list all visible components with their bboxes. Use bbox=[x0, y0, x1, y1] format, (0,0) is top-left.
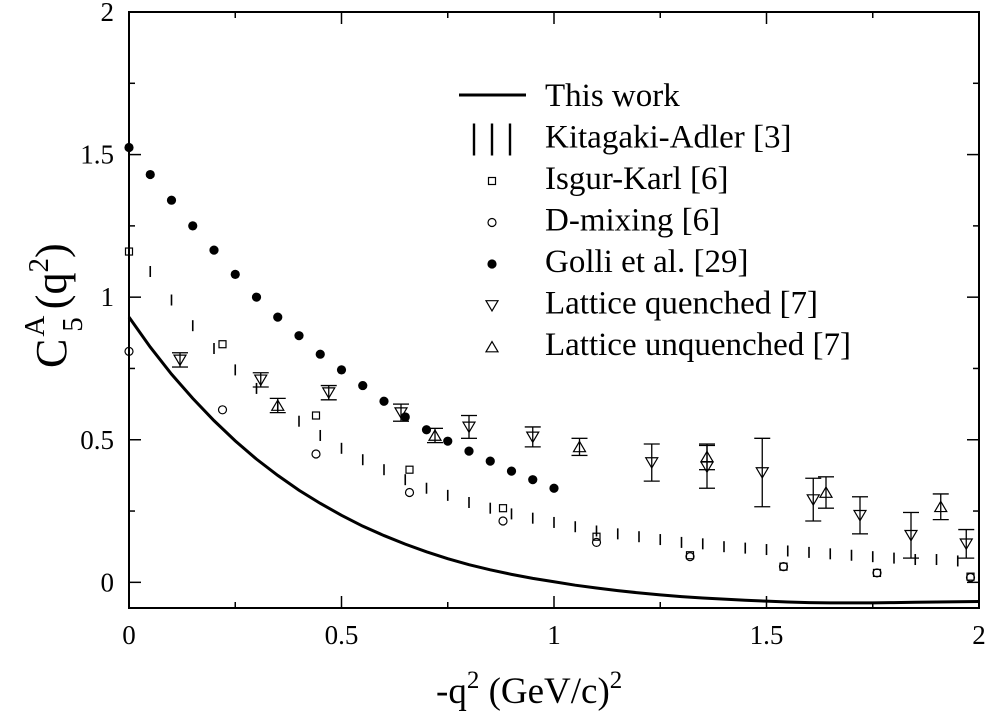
data-point-filled-circle bbox=[336, 365, 347, 375]
data-point-square bbox=[592, 532, 601, 541]
legend-label: Kitagaki-Adler [3] bbox=[545, 120, 792, 156]
legend-label: Isgur-Karl [6] bbox=[545, 161, 729, 197]
data-point-circle bbox=[124, 346, 134, 356]
series-golli-et-al- bbox=[124, 142, 559, 493]
legend-label: Lattice quenched [7] bbox=[545, 286, 818, 322]
data-point-triangle-down bbox=[806, 494, 821, 507]
data-point-circle bbox=[591, 537, 602, 548]
svg-text:CA5(q2): CA 5(q2) bbox=[19, 243, 89, 368]
data-point-filled-circle bbox=[251, 292, 262, 302]
data-point-circle bbox=[311, 449, 321, 459]
data-point-filled-circle bbox=[124, 142, 134, 153]
series-lattice-unquenched bbox=[269, 397, 949, 521]
legend-item: This work bbox=[459, 78, 680, 114]
data-point-filled-circle bbox=[209, 245, 219, 255]
series-d-mixing bbox=[124, 346, 976, 583]
x-tick-label: 2 bbox=[972, 620, 986, 650]
legend-item: Kitagaki-Adler [3] bbox=[472, 120, 792, 156]
legend-label: Lattice unquenched [7] bbox=[545, 327, 851, 363]
data-point-triangle-up bbox=[572, 440, 587, 453]
data-point-triangle-down bbox=[393, 407, 409, 420]
data-point-triangle-up bbox=[933, 500, 948, 513]
series-kitagaki-adler bbox=[128, 234, 980, 568]
data-point-filled-circle bbox=[549, 483, 559, 493]
data-point-filled-circle bbox=[315, 349, 325, 359]
data-point-filled-circle bbox=[166, 195, 177, 205]
data-point-triangle-down bbox=[484, 300, 500, 313]
y-axis-title: CA 5(q2) bbox=[19, 243, 89, 368]
data-point-filled-circle bbox=[188, 221, 198, 231]
data-point-triangle-down bbox=[525, 431, 540, 444]
data-point-triangle-down bbox=[959, 538, 974, 551]
x-tick-label: 0 bbox=[122, 620, 136, 650]
y-tick-label: 1 bbox=[101, 282, 115, 312]
data-point-circle bbox=[487, 217, 497, 228]
data-point-circle bbox=[778, 562, 789, 572]
data-point-triangle-down bbox=[852, 509, 868, 522]
data-point-circle bbox=[404, 487, 415, 498]
y-tick-label: 0.5 bbox=[80, 425, 114, 455]
legend-label: This work bbox=[545, 78, 680, 114]
data-point-filled-circle bbox=[145, 169, 155, 180]
data-point-square bbox=[218, 340, 227, 349]
data-point-circle bbox=[217, 405, 228, 415]
x-tick-label: 1 bbox=[547, 620, 561, 650]
data-point-filled-circle bbox=[379, 396, 389, 406]
legend: This work Kitagaki-Adler [3] Isgur-Karl [6… bbox=[459, 78, 851, 363]
data-point-circle bbox=[965, 572, 976, 583]
data-series bbox=[124, 142, 980, 605]
legend-item: Isgur-Karl [6] bbox=[487, 161, 729, 197]
data-point-circle bbox=[685, 552, 695, 562]
data-point-triangle-up bbox=[484, 340, 500, 353]
tick-labels: 0 0.5 1 1.5 2 0 0.5 1 1.5 2 bbox=[80, 0, 986, 650]
data-point-filled-circle bbox=[294, 331, 304, 341]
data-point-circle bbox=[872, 568, 882, 578]
data-point-triangle-down bbox=[644, 457, 659, 470]
data-point-triangle-down bbox=[321, 387, 336, 400]
data-point-triangle-down bbox=[172, 354, 188, 367]
data-point-square bbox=[487, 176, 497, 186]
series-line bbox=[127, 316, 980, 605]
legend-item: Lattice quenched [7] bbox=[484, 286, 818, 322]
y-tick-label: 0 bbox=[101, 567, 115, 597]
data-point-filled-circle bbox=[421, 425, 432, 435]
data-point-triangle-up bbox=[818, 485, 834, 498]
data-point-filled-circle bbox=[528, 475, 538, 485]
data-point-square bbox=[124, 247, 134, 256]
x-tick-label: 1.5 bbox=[750, 620, 784, 650]
y-tick-label: 1.5 bbox=[80, 140, 114, 170]
data-point-filled-circle bbox=[506, 466, 517, 476]
data-point-triangle-up bbox=[427, 428, 443, 441]
data-point-triangle-down bbox=[253, 374, 268, 387]
data-point-filled-circle bbox=[230, 269, 240, 279]
data-point-triangle-down bbox=[461, 421, 477, 434]
data-point-triangle-down bbox=[903, 529, 919, 542]
data-point-filled-circle bbox=[273, 312, 283, 322]
y-tick-label: 2 bbox=[101, 0, 115, 27]
data-point-square bbox=[311, 411, 321, 420]
data-point-filled-circle bbox=[358, 380, 368, 391]
legend-label: Golli et al. [29] bbox=[545, 244, 748, 280]
legend-item: Lattice unquenched [7] bbox=[484, 327, 851, 363]
data-point-triangle-up bbox=[699, 450, 715, 463]
data-point-triangle-up bbox=[270, 398, 285, 411]
data-point-square bbox=[405, 465, 414, 474]
data-point-triangle-down bbox=[755, 467, 770, 480]
series-this-work bbox=[127, 316, 980, 605]
data-point-circle bbox=[498, 516, 508, 526]
data-point-square bbox=[498, 504, 508, 513]
data-point-filled-circle bbox=[487, 259, 497, 269]
data-point-filled-circle bbox=[443, 436, 453, 446]
data-point-filled-circle bbox=[464, 446, 474, 456]
legend-item: D-mixing [6] bbox=[487, 203, 720, 239]
x-axis-title: -q2 (GeV/c)2 bbox=[436, 667, 622, 712]
data-point-filled-circle bbox=[485, 456, 495, 466]
legend-label: D-mixing [6] bbox=[545, 203, 720, 239]
x-tick-label: 0.5 bbox=[325, 620, 359, 650]
legend-item: Golli et al. [29] bbox=[487, 244, 748, 280]
